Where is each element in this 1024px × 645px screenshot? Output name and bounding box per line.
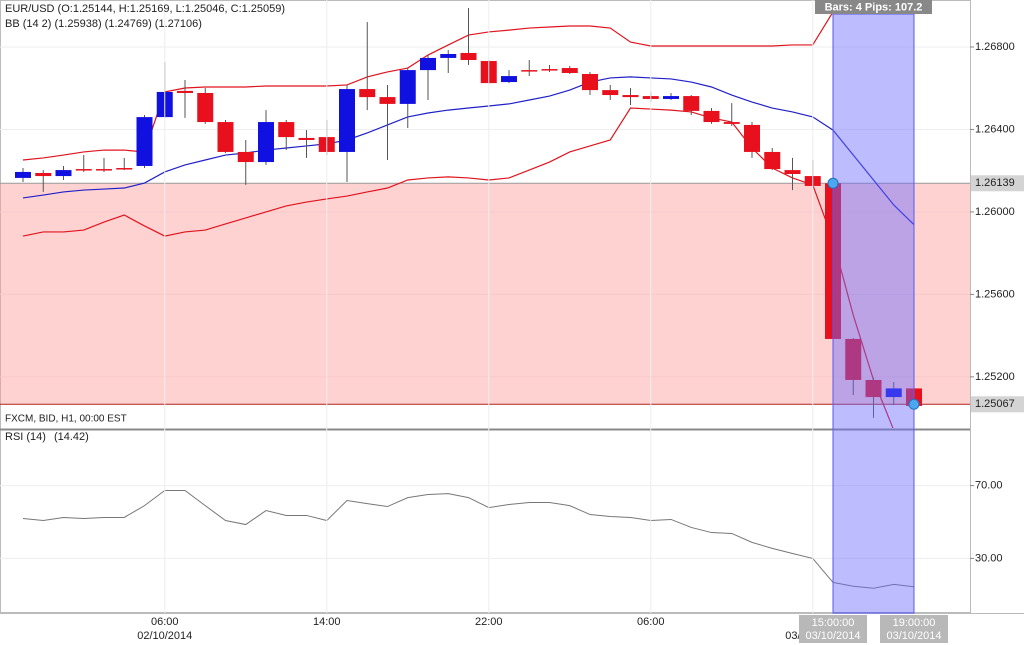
rsi-title: RSI (14) (14.42) bbox=[5, 431, 89, 443]
rsi-line bbox=[22, 490, 915, 589]
candle-body bbox=[521, 70, 538, 72]
x-tick-label: 22:00 bbox=[475, 616, 503, 628]
rsi-name: RSI (14) bbox=[5, 431, 46, 443]
price-marker-box bbox=[971, 396, 1024, 413]
candle-body bbox=[663, 96, 679, 99]
selection-box bbox=[832, 13, 915, 614]
candle-body bbox=[339, 89, 355, 152]
candle-body bbox=[177, 90, 193, 93]
candle-body bbox=[399, 70, 416, 104]
candle-body bbox=[460, 52, 477, 60]
candle-body bbox=[784, 170, 801, 175]
selection-date: 03/10/2014 bbox=[805, 630, 860, 642]
y-tick-label: 30.00 bbox=[975, 552, 1003, 564]
indicator-label: BB (14 2) (1.25938) (1.24769) (1.27106) bbox=[5, 18, 202, 30]
chart-title: EUR/USD (O:1.25144, H:1.25169, L:1.25046… bbox=[5, 3, 285, 15]
candle-body bbox=[15, 171, 31, 178]
candle-body bbox=[136, 117, 153, 166]
price-panel bbox=[0, 0, 970, 428]
selection-time-box bbox=[880, 615, 948, 643]
candle-body bbox=[116, 168, 133, 170]
candle-body bbox=[744, 124, 760, 152]
bollinger-line bbox=[22, 76, 915, 226]
candle-body bbox=[723, 122, 740, 124]
x-tick-label: 14:00 bbox=[313, 616, 341, 628]
candle-body bbox=[96, 169, 112, 171]
candle-body bbox=[561, 68, 578, 73]
price-zone bbox=[0, 183, 970, 405]
y-tick-label: 1.26400 bbox=[975, 123, 1015, 135]
price-marker-label: 1.25067 bbox=[975, 398, 1015, 410]
candle-body bbox=[885, 388, 902, 398]
candle-body bbox=[541, 69, 558, 71]
candle-body bbox=[197, 92, 214, 123]
selection-label: Bars: 4 Pips: 107.2 bbox=[825, 1, 923, 13]
candle-body bbox=[55, 170, 72, 177]
y-tick-label: 1.26800 bbox=[975, 41, 1015, 53]
x-date-label: 02/10/2014 bbox=[137, 630, 192, 642]
y-tick-label: 1.25600 bbox=[975, 288, 1015, 300]
candle-body bbox=[298, 137, 315, 140]
rsi-value: (14.42) bbox=[54, 431, 89, 443]
candle-body bbox=[420, 57, 436, 71]
y-tick-label: 1.26000 bbox=[975, 206, 1015, 218]
selection-time-box bbox=[799, 615, 867, 643]
candle-body bbox=[278, 122, 295, 138]
candle-body bbox=[379, 97, 396, 104]
candle-body bbox=[703, 110, 720, 123]
selection-date: 03/10/2014 bbox=[886, 630, 941, 642]
candle-body bbox=[683, 96, 700, 111]
candle-body bbox=[602, 90, 619, 96]
candle-body bbox=[359, 89, 376, 98]
selection-time: 15:00:00 bbox=[812, 617, 855, 629]
candle-body bbox=[75, 169, 92, 171]
selection-time: 19:00:00 bbox=[893, 617, 936, 629]
x-tick-label: 06:00 bbox=[637, 616, 665, 628]
source-label: FXCM, BID, H1, 00:00 EST bbox=[5, 414, 127, 425]
candle-body bbox=[865, 379, 882, 398]
y-tick-label: 1.25200 bbox=[975, 371, 1015, 383]
candle-body bbox=[217, 122, 234, 152]
plot-frame bbox=[0, 0, 971, 613]
candle-body bbox=[237, 151, 254, 163]
y-tick-label: 70.00 bbox=[975, 480, 1003, 492]
candle-body bbox=[501, 76, 517, 83]
candle-body bbox=[582, 74, 598, 91]
price-marker-box bbox=[971, 175, 1024, 192]
selection-handle bbox=[827, 177, 839, 189]
selection-handle bbox=[908, 398, 920, 410]
price-marker-label: 1.26139 bbox=[975, 177, 1015, 189]
candle-body bbox=[764, 151, 781, 170]
candle-body bbox=[440, 54, 457, 58]
rsi-panel bbox=[0, 485, 970, 589]
candle-body bbox=[258, 122, 274, 163]
candle-body bbox=[622, 95, 639, 98]
candle-body bbox=[845, 338, 862, 380]
candle-body bbox=[35, 172, 52, 177]
selection-label-box bbox=[815, 0, 932, 14]
x-tick-label: 06:00 bbox=[151, 616, 179, 628]
